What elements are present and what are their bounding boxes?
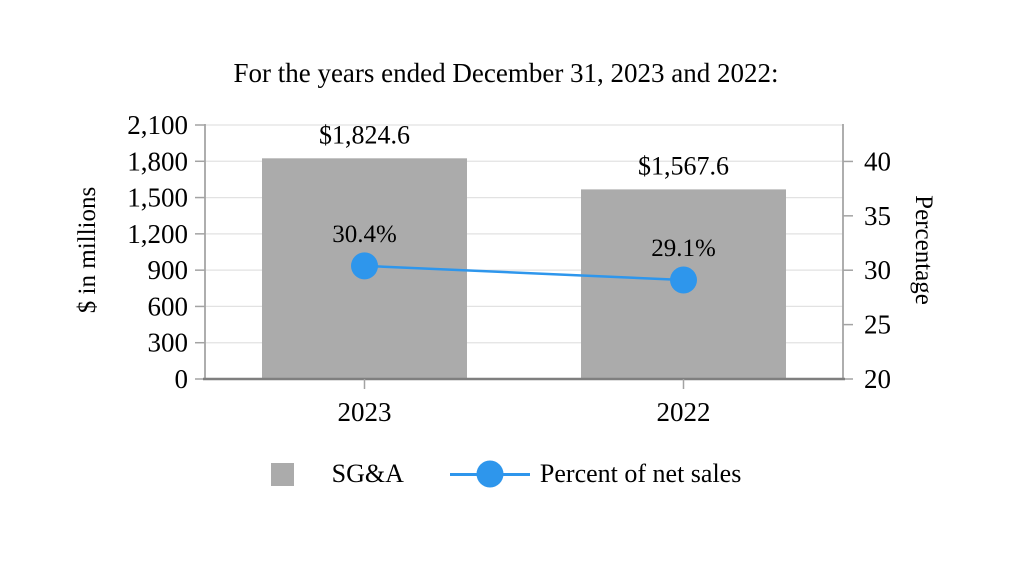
left-tick-label: 900: [148, 255, 189, 285]
legend-label-sgna: SG&A: [331, 459, 404, 488]
bars: [262, 158, 786, 379]
percent-value-label-2023: 30.4%: [332, 221, 397, 248]
right-tick-label: 35: [864, 201, 891, 231]
percent-line-swatch: [449, 460, 530, 488]
line-swatch-marker-icon: [476, 460, 504, 488]
left-tick-label: 1,500: [127, 183, 188, 213]
percent-line: [364, 264, 684, 282]
legend-label-percent: Percent of net sales: [539, 459, 742, 488]
left-tick-label: 2,100: [127, 110, 188, 140]
data-labels: $1,824.6 $1,567.6 30.4% 29.1%: [319, 120, 729, 262]
axes: [195, 124, 853, 389]
chart-title: For the years ended December 31, 2023 an…: [233, 58, 779, 88]
x-category-label: 2022: [657, 397, 711, 427]
left-tick-label: 0: [175, 364, 189, 394]
percent-value-label-2022: 29.1%: [651, 235, 716, 262]
bar-value-label-2023: $1,824.6: [319, 120, 410, 149]
bar-value-label-2022: $1,567.6: [638, 151, 729, 180]
left-tick-label: 300: [148, 328, 189, 358]
legend: SG&A Percent of net sales: [0, 459, 1012, 489]
left-tick-label: 600: [148, 291, 189, 321]
legend-item-percent: Percent of net sales: [449, 459, 742, 489]
right-tick-label: 40: [864, 146, 891, 176]
x-category-label: 2023: [338, 397, 392, 427]
legend-item-sgna: SG&A: [270, 459, 404, 489]
right-tick-label: 25: [864, 310, 891, 340]
right-tick-label: 20: [864, 364, 891, 394]
tick-labels: 0 300 600 900 1,200 1,500 1,800 2,100 20 25 30 35 40…: [127, 110, 891, 427]
left-tick-label: 1,200: [127, 219, 188, 249]
right-tick-label: 30: [864, 255, 891, 285]
percent-marker-2022: [670, 266, 697, 294]
trend-line: [351, 252, 697, 294]
sgna-bar-swatch: [270, 462, 294, 486]
percent-marker-2023: [351, 252, 378, 280]
left-tick-label: 1,800: [127, 146, 188, 176]
